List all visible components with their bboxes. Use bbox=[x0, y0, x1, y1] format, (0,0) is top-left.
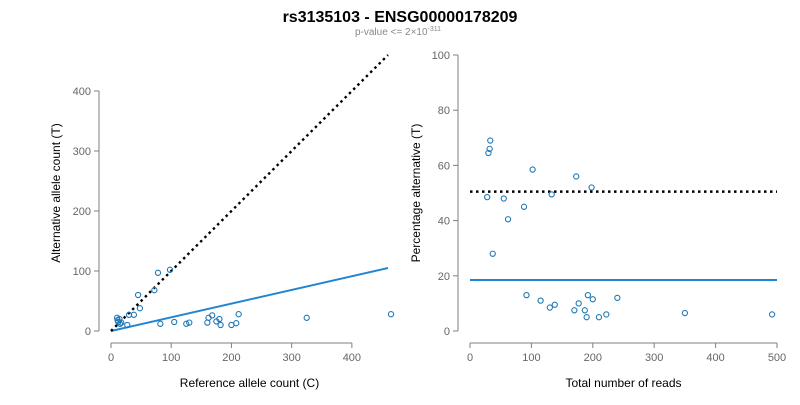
data-point bbox=[551, 301, 558, 308]
x-tick-label: 500 bbox=[768, 352, 786, 364]
p-value-exponent: -311 bbox=[428, 26, 442, 33]
y-tick-label: 80 bbox=[438, 105, 450, 117]
data-point bbox=[573, 173, 580, 180]
data-points bbox=[484, 137, 776, 321]
data-point bbox=[116, 320, 124, 327]
data-point bbox=[489, 250, 496, 257]
data-point bbox=[484, 193, 491, 201]
data-point bbox=[583, 314, 590, 321]
reference-dotted-line bbox=[110, 54, 389, 332]
y-tick-label: 400 bbox=[73, 86, 91, 98]
y-tick-label: 0 bbox=[85, 326, 91, 338]
data-point bbox=[124, 321, 131, 329]
y-tick-label: 300 bbox=[73, 146, 91, 158]
x-tick-label: 400 bbox=[343, 352, 361, 364]
data-point bbox=[571, 307, 578, 314]
data-point bbox=[575, 300, 582, 307]
data-point bbox=[485, 149, 492, 157]
data-point bbox=[154, 269, 162, 276]
allele-count-scatter-panel: 0 100 200 300 400 0 100 200 300 400 Reference all… bbox=[49, 54, 395, 390]
fit-solid-line bbox=[110, 267, 389, 332]
y-tick-label: 20 bbox=[438, 271, 450, 283]
data-point bbox=[589, 296, 596, 303]
y-tick-label: 40 bbox=[438, 216, 450, 228]
p-value-prefix: p-value <= 2 bbox=[355, 27, 411, 38]
data-point bbox=[186, 319, 193, 326]
y-tick-label: 100 bbox=[73, 266, 91, 278]
data-point bbox=[487, 137, 494, 144]
data-point bbox=[235, 311, 242, 318]
y-axis-label: Alternative allele count (T) bbox=[49, 123, 63, 262]
data-point bbox=[588, 184, 595, 191]
data-point bbox=[614, 294, 621, 302]
x-tick-label: 300 bbox=[645, 352, 663, 364]
data-point bbox=[233, 320, 240, 327]
chart-title: rs3135103 - ENSG00000178209 bbox=[283, 9, 518, 26]
data-points bbox=[113, 266, 395, 329]
y-tick-label: 0 bbox=[444, 326, 450, 338]
data-point bbox=[581, 307, 588, 314]
x-tick-label: 200 bbox=[584, 352, 602, 364]
data-point bbox=[529, 166, 536, 173]
times-sign: × bbox=[411, 27, 417, 38]
data-point bbox=[603, 311, 610, 318]
data-point bbox=[500, 195, 507, 202]
x-axis-label: Total number of reads bbox=[565, 376, 681, 390]
data-point bbox=[504, 216, 512, 223]
x-tick-label: 200 bbox=[222, 352, 240, 364]
data-point bbox=[595, 314, 603, 321]
data-point bbox=[217, 321, 224, 329]
data-point bbox=[157, 320, 164, 327]
data-point bbox=[209, 312, 216, 319]
x-axis-label: Reference allele count (C) bbox=[180, 376, 319, 390]
data-point bbox=[130, 311, 138, 318]
data-point bbox=[520, 203, 528, 210]
data-point bbox=[216, 315, 223, 323]
data-point bbox=[115, 318, 122, 326]
fit-lines bbox=[110, 54, 389, 332]
axes: 0 100 200 300 400 0 100 200 300 400 bbox=[73, 86, 361, 364]
y-tick-label: 100 bbox=[432, 50, 450, 62]
data-point bbox=[387, 311, 395, 318]
x-tick-label: 0 bbox=[108, 352, 114, 364]
data-point bbox=[584, 291, 592, 299]
x-tick-label: 300 bbox=[282, 352, 300, 364]
data-point bbox=[134, 291, 142, 299]
x-tick-label: 0 bbox=[467, 352, 473, 364]
axes: 0 100 200 300 400 500 0 20 40 60 80 100 bbox=[432, 50, 787, 364]
x-tick-label: 100 bbox=[162, 352, 180, 364]
y-axis-label: Percentage alternative (T) bbox=[409, 124, 423, 263]
data-point bbox=[486, 145, 493, 152]
percentage-alternative-scatter-panel: 0 100 200 300 400 500 0 20 40 60 80 100 Total numbe… bbox=[409, 50, 786, 390]
data-point bbox=[546, 304, 553, 311]
data-point bbox=[537, 297, 544, 304]
data-point bbox=[523, 291, 530, 299]
data-point bbox=[303, 314, 310, 321]
y-tick-label: 60 bbox=[438, 160, 450, 172]
fit-lines bbox=[470, 190, 777, 281]
data-point bbox=[151, 287, 158, 294]
data-point bbox=[768, 311, 776, 318]
p-value-base: 10 bbox=[416, 27, 428, 38]
y-tick-label: 200 bbox=[73, 206, 91, 218]
data-point bbox=[681, 309, 689, 317]
p-value-subtitle: p-value <= 2×10-311 bbox=[355, 26, 441, 38]
data-point bbox=[166, 266, 174, 273]
x-tick-label: 400 bbox=[706, 352, 724, 364]
data-point bbox=[136, 305, 144, 312]
data-point bbox=[118, 319, 125, 326]
data-point bbox=[171, 318, 178, 326]
data-point bbox=[183, 320, 190, 327]
data-point bbox=[548, 191, 555, 198]
x-tick-label: 100 bbox=[522, 352, 540, 364]
